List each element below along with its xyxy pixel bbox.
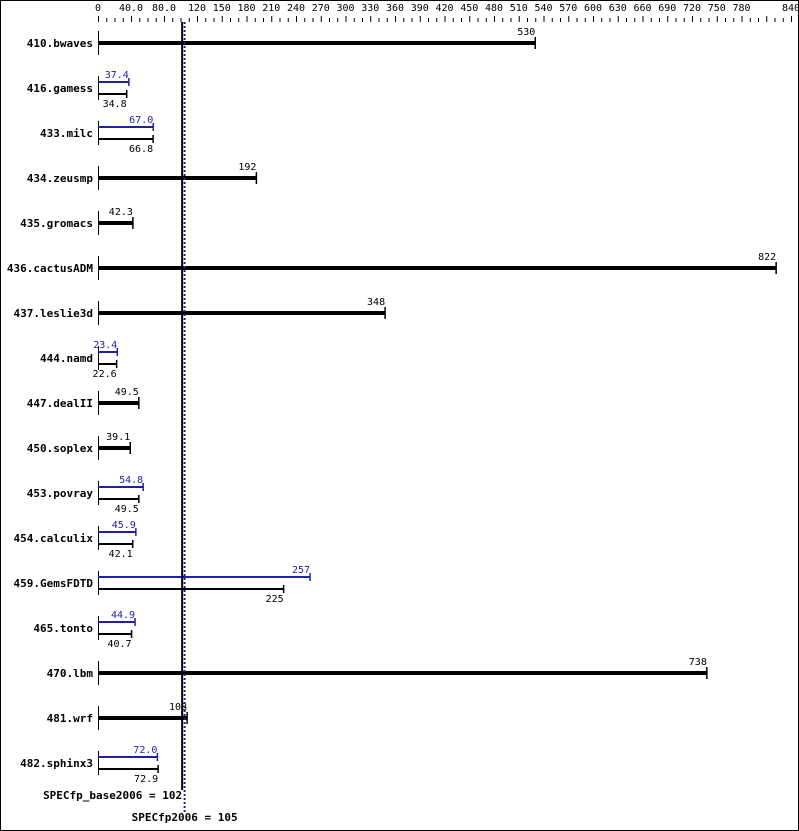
x-tick-label: 240 — [287, 3, 305, 14]
peak-value-label: 44.9 — [111, 610, 135, 621]
peak-value-label: 37.4 — [105, 70, 129, 81]
benchmark-label: 450.soplex — [27, 442, 94, 455]
peak-value-label: 54.8 — [119, 475, 143, 486]
x-tick-label: 420 — [435, 3, 453, 14]
benchmark-label: 434.zeusmp — [27, 172, 94, 185]
base-value-label: 225 — [266, 594, 284, 605]
base-value-label: 192 — [238, 162, 256, 173]
benchmark-label: 437.leslie3d — [14, 307, 93, 320]
peak-value-label: 67.0 — [129, 115, 153, 126]
benchmark-label: 465.tonto — [33, 622, 93, 635]
base-value-label: 42.3 — [109, 207, 133, 218]
x-tick-label: 600 — [584, 3, 602, 14]
peak-value-label: 45.9 — [112, 520, 136, 531]
base-value-label: 49.5 — [115, 387, 139, 398]
base-value-label: 822 — [758, 252, 776, 263]
x-tick-label: 750 — [708, 3, 726, 14]
x-tick-label: 540 — [534, 3, 552, 14]
x-tick-label: 690 — [658, 3, 676, 14]
base-value-label: 49.5 — [115, 504, 139, 515]
x-tick-label: 300 — [336, 3, 354, 14]
base-value-label: 108 — [169, 702, 187, 713]
benchmark-label: 447.dealII — [27, 397, 93, 410]
x-tick-label: 270 — [312, 3, 330, 14]
base-value-label: 72.9 — [134, 774, 158, 785]
x-tick-label: 720 — [683, 3, 701, 14]
x-tick-label: 840 — [782, 3, 799, 14]
base-value-label: 39.1 — [106, 432, 130, 443]
x-tick-label: 660 — [633, 3, 651, 14]
x-tick-label: 480 — [485, 3, 503, 14]
x-tick-label: 40.0 — [119, 3, 143, 14]
x-tick-label: 360 — [386, 3, 404, 14]
base-value-label: 348 — [367, 297, 385, 308]
base-value-label: 34.8 — [103, 99, 127, 110]
x-tick-label: 450 — [460, 3, 478, 14]
peak-value-label: 257 — [292, 565, 310, 576]
x-tick-label: 120 — [188, 3, 206, 14]
benchmark-label: 444.namd — [40, 352, 93, 365]
benchmark-label: 433.milc — [40, 127, 93, 140]
benchmark-label: 435.gromacs — [20, 217, 93, 230]
x-tick-label: 180 — [237, 3, 255, 14]
base-value-label: 42.1 — [109, 549, 133, 560]
x-tick-label: 630 — [609, 3, 627, 14]
benchmark-label: 470.lbm — [47, 667, 94, 680]
benchmark-label: 416.gamess — [27, 82, 93, 95]
x-tick-label: 570 — [559, 3, 577, 14]
peak-mean-label: SPECfp2006 = 105 — [132, 811, 238, 824]
benchmark-label: 436.cactusADM — [7, 262, 93, 275]
base-value-label: 738 — [689, 657, 707, 668]
x-tick-label: 210 — [262, 3, 280, 14]
benchmark-label: 459.GemsFDTD — [14, 577, 94, 590]
benchmark-label: 410.bwaves — [27, 37, 93, 50]
base-value-label: 22.6 — [93, 369, 117, 380]
base-value-label: 40.7 — [107, 639, 131, 650]
base-value-label: 530 — [517, 27, 535, 38]
benchmark-label: 481.wrf — [47, 712, 93, 725]
benchmark-label: 482.sphinx3 — [20, 757, 93, 770]
x-tick-label: 330 — [361, 3, 379, 14]
base-value-label: 66.8 — [129, 144, 153, 155]
x-tick-label: 390 — [411, 3, 429, 14]
x-tick-label: 510 — [510, 3, 528, 14]
x-tick-label: 150 — [213, 3, 231, 14]
x-tick-label: 80.0 — [152, 3, 176, 14]
peak-value-label: 72.0 — [133, 745, 157, 756]
benchmark-label: 453.povray — [27, 487, 94, 500]
x-tick-label: 0 — [95, 3, 101, 14]
base-mean-label: SPECfp_base2006 = 102 — [43, 789, 182, 802]
peak-value-label: 23.4 — [93, 340, 117, 351]
benchmark-label: 454.calculix — [14, 532, 94, 545]
x-tick-label: 780 — [732, 3, 750, 14]
